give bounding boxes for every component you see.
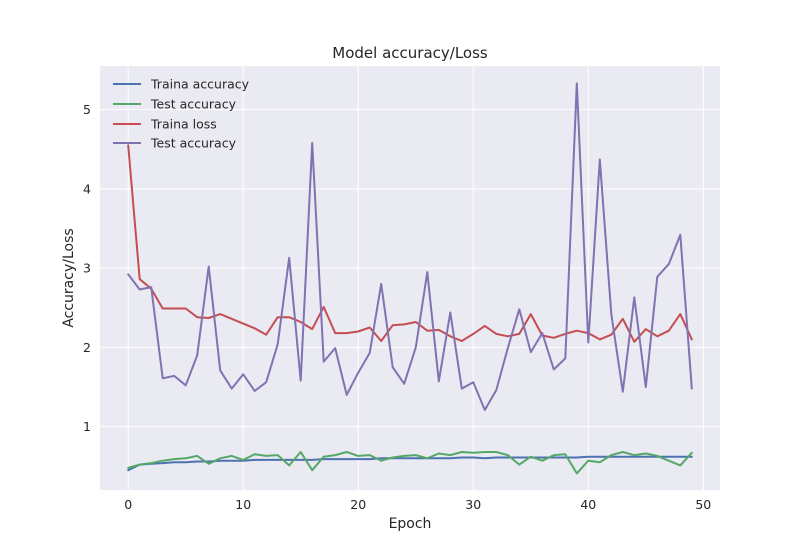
y-tick-label: 2 xyxy=(83,340,91,355)
x-tick-label: 10 xyxy=(235,497,251,512)
legend-item: Traina accuracy xyxy=(113,77,250,92)
y-tick-label: 5 xyxy=(83,102,91,117)
x-tick-label: 50 xyxy=(695,497,711,512)
series-line-1 xyxy=(127,451,693,475)
y-tick-label: 1 xyxy=(83,419,91,434)
legend-item: Test accuracy xyxy=(113,97,237,112)
y-axis-label: Accuracy/Loss xyxy=(61,228,77,327)
legend-label-0: Traina accuracy xyxy=(150,77,250,92)
legend-item: Test accuracy xyxy=(113,136,237,151)
series-line-3 xyxy=(127,82,693,411)
x-tick-label: 20 xyxy=(350,497,366,512)
y-tick-label: 4 xyxy=(83,181,91,196)
x-axis-label: Epoch xyxy=(389,516,432,532)
x-grid xyxy=(127,66,704,490)
legend: Traina accuracy Test accuracy Traina los… xyxy=(113,77,250,151)
y-tick-label: 3 xyxy=(83,261,91,276)
y-grid xyxy=(100,109,720,428)
series-line-0 xyxy=(127,455,693,472)
legend-label-3: Test accuracy xyxy=(150,136,237,151)
x-tick-labels: 0 10 20 30 40 50 xyxy=(124,497,711,512)
x-tick-label: 0 xyxy=(124,497,132,512)
legend-item: Traina loss xyxy=(113,117,217,132)
legend-label-2: Traina loss xyxy=(150,117,217,132)
legend-label-1: Test accuracy xyxy=(150,97,237,112)
y-tick-labels: 1 2 3 4 5 xyxy=(83,102,91,434)
series-line-2 xyxy=(127,144,693,343)
plot-area xyxy=(100,66,720,490)
series-group xyxy=(127,82,693,475)
x-tick-label: 30 xyxy=(465,497,481,512)
chart-title: Model accuracy/Loss xyxy=(332,44,488,62)
x-tick-label: 40 xyxy=(580,497,596,512)
